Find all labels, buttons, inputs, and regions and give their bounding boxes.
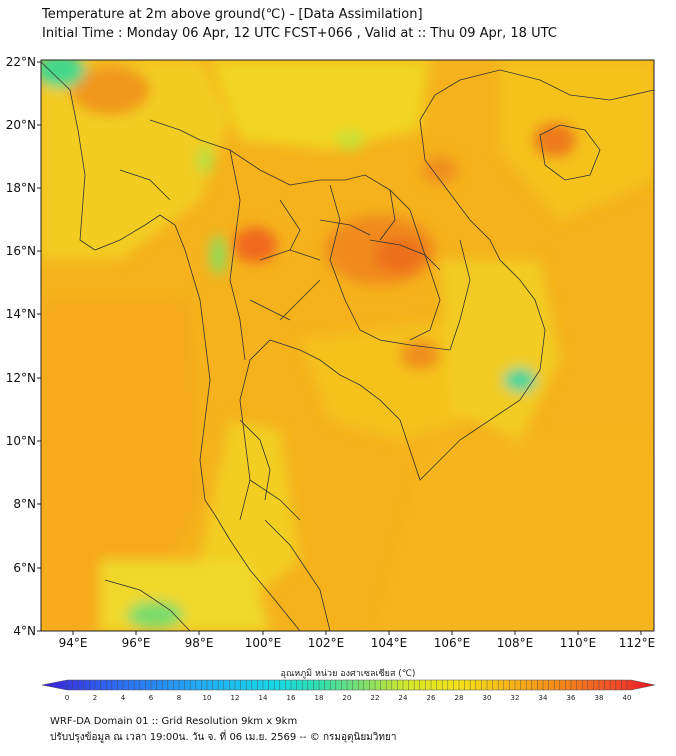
- colorbar-tick-label: 16: [287, 694, 296, 702]
- map-frame: [40, 59, 655, 632]
- colorbar-label: อุณหภูมิ หน่วย องศาเซลเซียส (℃): [281, 668, 416, 679]
- lon-label-108: 108°E: [497, 636, 534, 650]
- lat-label-6: 6°N: [13, 561, 36, 575]
- lat-label-10: 10°N: [6, 434, 36, 448]
- colorbar-tick-label: 6: [149, 694, 154, 702]
- colorbar-tick-label: 4: [121, 694, 126, 702]
- lat-label-8: 8°N: [13, 497, 36, 511]
- lon-label-98: 98°E: [185, 636, 214, 650]
- latitude-axis: 22°N 20°N 18°N 16°N 14°N 12°N 10°N 8°N 6…: [6, 55, 41, 638]
- lat-label-20: 20°N: [6, 118, 36, 132]
- colorbar-tick-label: 32: [511, 694, 520, 702]
- colorbar-tick-label: 28: [455, 694, 464, 702]
- colorbar-tick-label: 38: [595, 694, 604, 702]
- colorbar-tick-label: 0: [65, 694, 69, 702]
- coastlines-borders: [41, 61, 654, 631]
- lon-label-102: 102°E: [308, 636, 345, 650]
- colorbar-gradient: [41, 679, 656, 691]
- colorbar-tick-label: 26: [427, 694, 436, 702]
- map-title: Temperature at 2m above ground(℃) - [Dat…: [42, 7, 423, 22]
- colorbar-tick-label: 8: [177, 694, 181, 702]
- map-subtitle: Initial Time : Monday 06 Apr, 12 UTC FCS…: [42, 26, 557, 41]
- colorbar-tick-label: 22: [371, 694, 380, 702]
- lat-label-4: 4°N: [13, 624, 36, 638]
- lat-label-12: 12°N: [6, 371, 36, 385]
- colorbar-tick-label: 18: [315, 694, 324, 702]
- footer-update-info: ปรับปรุงข้อมูล ณ เวลา 19:00น. วัน จ. ที่…: [50, 732, 397, 743]
- lon-label-100: 100°E: [245, 636, 282, 650]
- colorbar-tick-label: 40: [623, 694, 632, 702]
- colorbar: อุณหภูมิ หน่วย องศาเซลเซียส (℃) 0 2 4 6 8 10 1…: [41, 668, 656, 702]
- lon-label-110: 110°E: [560, 636, 597, 650]
- colorbar-tick-label: 24: [399, 694, 408, 702]
- footer-domain-info: WRF-DA Domain 01 :: Grid Resolution 9km …: [50, 716, 298, 727]
- colorbar-tick-label: 12: [231, 694, 240, 702]
- colorbar-tick-label: 14: [259, 694, 268, 702]
- colorbar-tick-label: 34: [539, 694, 548, 702]
- colorbar-tick-label: 20: [343, 694, 352, 702]
- lat-label-22: 22°N: [6, 55, 36, 69]
- lat-label-14: 14°N: [6, 307, 36, 321]
- longitude-axis: 94°E 96°E 98°E 100°E 102°E 104°E 106°E 1…: [59, 631, 656, 650]
- colorbar-tick-label: 2: [93, 694, 97, 702]
- lon-label-112: 112°E: [619, 636, 656, 650]
- lon-label-94: 94°E: [59, 636, 88, 650]
- lon-label-104: 104°E: [371, 636, 408, 650]
- lat-label-16: 16°N: [6, 244, 36, 258]
- colorbar-tick-label: 36: [567, 694, 576, 702]
- lon-label-96: 96°E: [122, 636, 151, 650]
- lon-label-106: 106°E: [434, 636, 471, 650]
- lat-label-18: 18°N: [6, 181, 36, 195]
- colorbar-tick-label: 30: [483, 694, 492, 702]
- colorbar-tick-label: 10: [203, 694, 212, 702]
- temperature-field: [41, 60, 654, 631]
